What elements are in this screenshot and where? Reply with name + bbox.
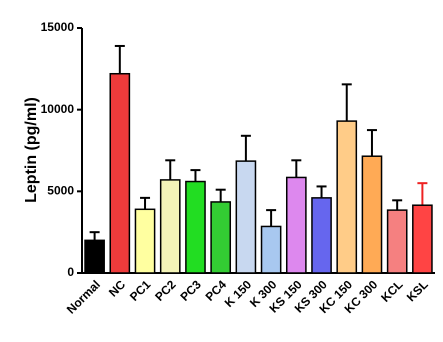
y-tick-label: 10000 bbox=[41, 102, 75, 116]
bar bbox=[109, 72, 131, 274]
bar bbox=[336, 120, 358, 274]
y-tick-label: 0 bbox=[67, 265, 74, 279]
bar bbox=[386, 209, 408, 274]
y-tick-label: 5000 bbox=[47, 184, 74, 198]
bar bbox=[235, 160, 257, 274]
x-tick-label: PC1 bbox=[127, 277, 154, 304]
bar bbox=[260, 225, 282, 274]
x-tick-label: NC bbox=[106, 277, 128, 299]
x-tick-label: PC2 bbox=[152, 277, 179, 304]
bar bbox=[311, 197, 332, 274]
bar bbox=[210, 201, 232, 274]
bar bbox=[361, 155, 383, 274]
bar bbox=[285, 176, 307, 274]
bar bbox=[412, 204, 433, 274]
x-tick-label: K 150 bbox=[222, 277, 255, 310]
y-axis-label: Leptin (pg/ml) bbox=[23, 97, 40, 203]
bar bbox=[159, 179, 181, 274]
x-tick-label: KCL bbox=[378, 277, 405, 304]
bar bbox=[134, 208, 156, 274]
x-tick-label: KSL bbox=[404, 277, 431, 304]
bar bbox=[185, 180, 206, 274]
x-tick-label: Normal bbox=[64, 277, 103, 316]
bar bbox=[84, 239, 105, 274]
x-tick-label: PC3 bbox=[177, 277, 204, 304]
y-tick-label: 15000 bbox=[41, 20, 75, 34]
